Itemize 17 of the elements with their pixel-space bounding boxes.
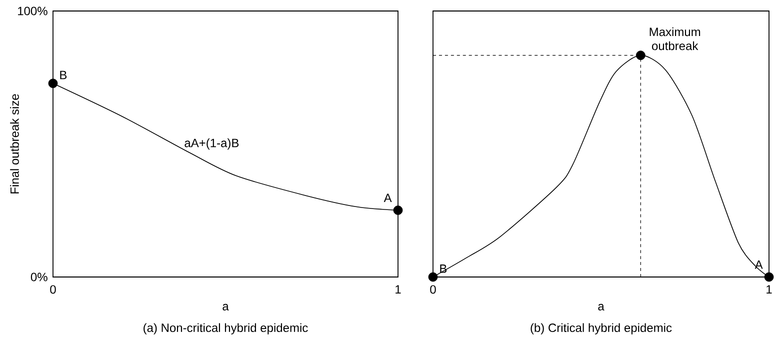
x-tick-label: 0 — [430, 285, 436, 294]
text: (a) Non-critical hybrid epidemic — [144, 323, 308, 334]
x-tick-label: 0 — [50, 285, 56, 294]
annotation: A — [384, 194, 392, 202]
x-axis-title: a — [598, 304, 604, 310]
annotation: aA+(1-a)B — [184, 138, 239, 150]
x-axis-title: a — [222, 304, 229, 310]
annotation: B — [60, 70, 67, 80]
text: (b) Critical hybrid epidemic — [530, 323, 672, 334]
annotation: B — [440, 264, 447, 273]
y-axis-title: Final outbreak size — [10, 94, 19, 194]
y-tick-label: 100% — [18, 6, 48, 16]
x-tick-label: 1 — [396, 285, 401, 294]
y-tick-label: 0% — [30, 272, 48, 282]
x-tick-label: 1 — [766, 285, 772, 294]
annotation: Maximum outbreak — [650, 27, 700, 50]
annotation: A — [754, 260, 763, 269]
